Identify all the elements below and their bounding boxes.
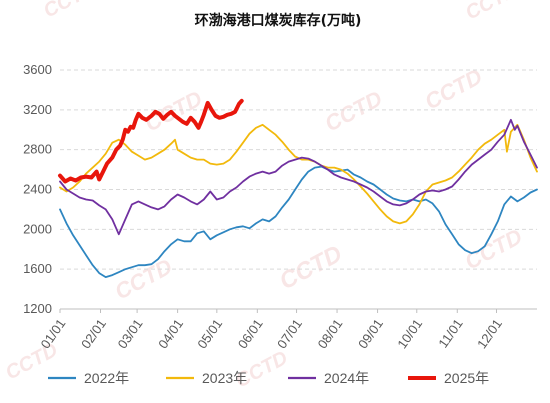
x-tick-label: 04/01 <box>155 316 186 351</box>
series-line <box>59 118 538 236</box>
watermark-text: CCTD <box>462 0 521 24</box>
y-tick-label: 1600 <box>23 261 52 276</box>
y-tick-label: 1200 <box>23 301 52 316</box>
watermark-text: CCTD <box>275 240 347 295</box>
y-tick-label: 2000 <box>23 221 52 236</box>
x-tick-label: 09/01 <box>355 316 386 351</box>
gridlines <box>60 69 537 310</box>
legend-label: 2024年 <box>324 370 369 386</box>
x-tick-label: 10/01 <box>394 316 425 351</box>
series-line <box>59 165 538 278</box>
watermark-text: CCTD <box>40 0 99 22</box>
series-lines <box>58 98 538 278</box>
series-line <box>58 98 244 184</box>
x-tick-label: 03/01 <box>115 316 146 351</box>
x-tick-label: 08/01 <box>315 316 346 351</box>
x-axis-ticks: 01/01 02/01 03/01 04/01 05/01 06/01 07/01 08/01… <box>38 309 505 351</box>
x-tick-label: 06/01 <box>235 316 266 351</box>
series-line <box>59 123 538 225</box>
x-tick-label: 05/01 <box>194 316 225 351</box>
y-axis-ticks: 1200 1600 2000 2400 2800 3200 3600 <box>23 62 52 316</box>
legend: 2022年 2023年 2024年 2025年 <box>48 370 489 386</box>
x-tick-label: 07/01 <box>274 316 305 351</box>
y-tick-label: 2800 <box>23 142 52 157</box>
legend-label: 2025年 <box>444 370 489 386</box>
watermark-text: CCTD <box>141 86 207 137</box>
x-tick-label: 11/01 <box>435 316 465 350</box>
watermark-text: CCTD <box>111 254 177 305</box>
y-tick-label: 3200 <box>23 102 52 117</box>
chart-title: 环渤海港口煤炭库存(万吨) <box>195 12 362 29</box>
x-tick-label: 02/01 <box>78 316 109 351</box>
watermark-text: CCTD <box>321 86 387 137</box>
legend-label: 2023年 <box>202 370 247 386</box>
y-tick-label: 3600 <box>23 62 52 77</box>
y-tick-label: 2400 <box>23 182 52 197</box>
x-tick-label: 12/01 <box>474 316 505 351</box>
legend-label: 2022年 <box>84 370 129 386</box>
x-tick-label: 01/01 <box>38 316 69 351</box>
watermark-text: CCTD <box>421 64 487 115</box>
